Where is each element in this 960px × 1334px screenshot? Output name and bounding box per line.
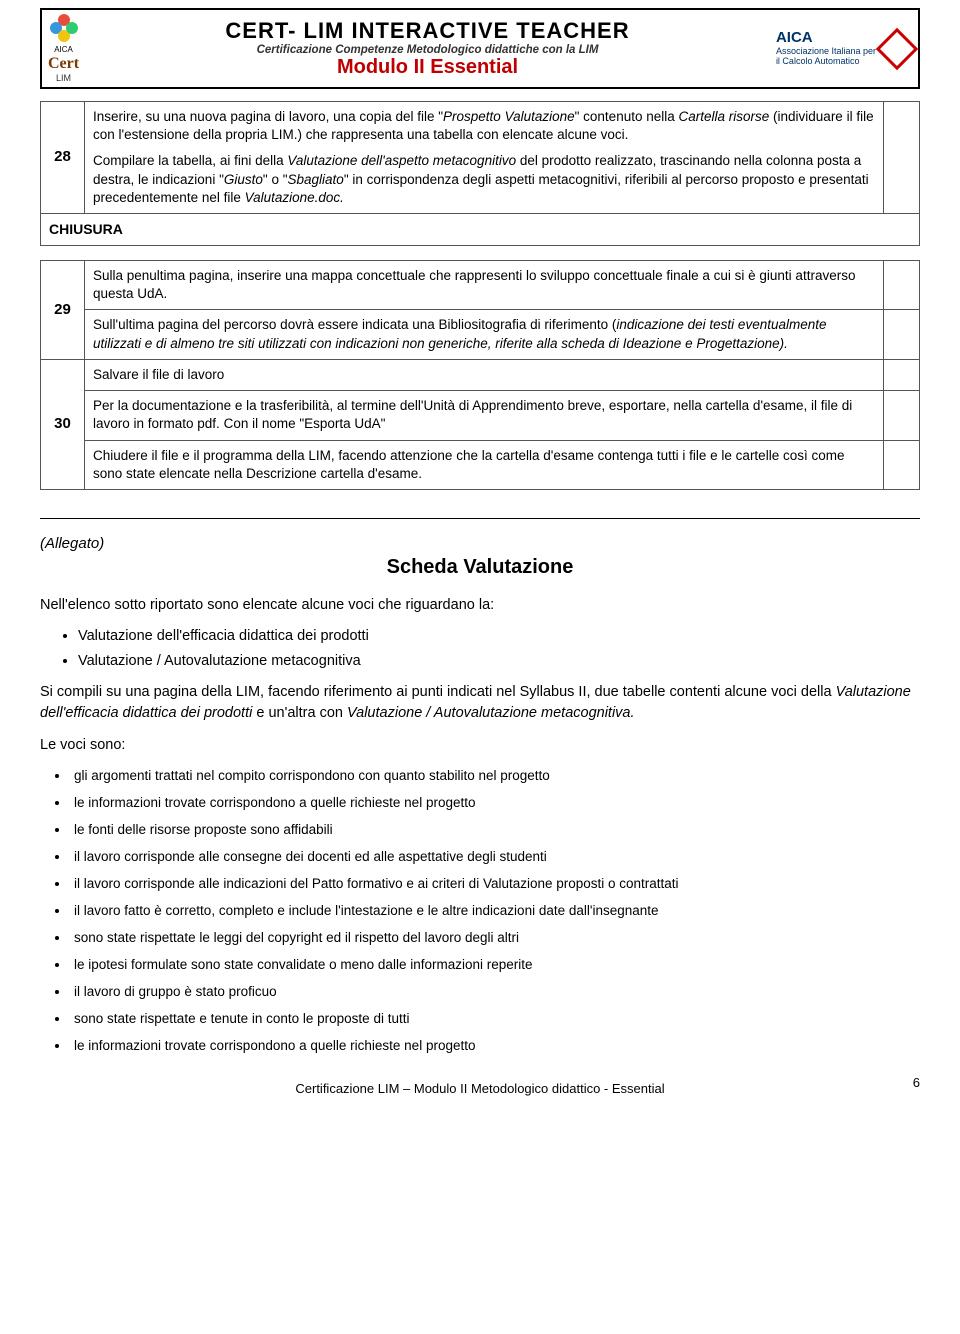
intro-bul-1: Valutazione dell'efficacia didattica dei… — [78, 626, 920, 648]
row-30-p1: Salvare il file di lavoro — [85, 359, 884, 390]
footer-text: Certificazione LIM – Modulo II Metodolog… — [295, 1081, 664, 1096]
row-30-p2: Per la documentazione e la trasferibilit… — [85, 391, 884, 440]
header-title-3: Modulo II Essential — [79, 56, 776, 79]
row-30-p3: Chiudere il file e il programma della LI… — [85, 440, 884, 489]
voce-6: il lavoro fatto è corretto, completo e i… — [70, 903, 920, 918]
row-30-check-3 — [884, 440, 920, 489]
header-title-2: Certificazione Competenze Metodologico d… — [79, 44, 776, 56]
allegato-label: (Allegato) — [40, 535, 920, 552]
row-30-check-1 — [884, 359, 920, 390]
header-banner: AICA Cert LIM CERT- LIM INTERACTIVE TEAC… — [40, 8, 920, 89]
aica-big: AICA — [776, 30, 876, 47]
voce-3: le fonti delle risorse proposte sono aff… — [70, 822, 920, 837]
voce-4: il lavoro corrisponde alle consegne dei … — [70, 849, 920, 864]
row-29-num: 29 — [41, 260, 85, 359]
voce-2: le informazioni trovate corrispondono a … — [70, 795, 920, 810]
intro-bul-2: Valutazione / Autovalutazione metacognit… — [78, 651, 920, 673]
logo-lim-text: LIM — [56, 73, 71, 83]
aica-diamond-icon — [876, 27, 918, 69]
voce-5: il lavoro corrisponde alle indicazioni d… — [70, 876, 920, 891]
scheda-title: Scheda Valutazione — [40, 556, 920, 579]
voce-10: sono state rispettate e tenute in conto … — [70, 1011, 920, 1026]
aica-line2: il Calcolo Automatico — [776, 57, 876, 67]
voce-9: il lavoro di gruppo è stato proficuo — [70, 984, 920, 999]
row-29-check-2 — [884, 310, 920, 359]
row-30-check-2 — [884, 391, 920, 440]
logo-cert-text: Cert — [48, 55, 79, 73]
row-28-check — [884, 102, 920, 214]
page-number: 6 — [913, 1075, 920, 1090]
logo-aica: AICA Associazione Italiana per il Calcol… — [776, 30, 912, 66]
row-29-check-1 — [884, 260, 920, 309]
para-2: Si compili su una pagina della LIM, face… — [40, 682, 920, 724]
row-30-num: 30 — [41, 359, 85, 489]
page-footer: 6 Certificazione LIM – Modulo II Metodol… — [40, 1081, 920, 1096]
voce-8: le ipotesi formulate sono state convalid… — [70, 957, 920, 972]
task-table-1: 28 Inserire, su una nuova pagina di lavo… — [40, 101, 920, 246]
logo-aica-small: AICA — [54, 45, 73, 54]
voce-11: le informazioni trovate corrispondono a … — [70, 1038, 920, 1053]
flower-icon — [50, 14, 78, 42]
intro-bullets: Valutazione dell'efficacia didattica dei… — [78, 626, 920, 673]
intro-para: Nell'elenco sotto riportato sono elencat… — [40, 595, 920, 616]
voci-list: gli argomenti trattati nel compito corri… — [70, 768, 920, 1053]
separator-rule — [40, 518, 920, 519]
para-3: Le voci sono: — [40, 735, 920, 756]
row-29-p2: Sull'ultima pagina del percorso dovrà es… — [85, 310, 884, 359]
chiusura-header: CHIUSURA — [41, 214, 920, 246]
voce-1: gli argomenti trattati nel compito corri… — [70, 768, 920, 783]
header-titles: CERT- LIM INTERACTIVE TEACHER Certificaz… — [79, 18, 776, 79]
header-title-1: CERT- LIM INTERACTIVE TEACHER — [79, 18, 776, 44]
row-29-p1: Sulla penultima pagina, inserire una map… — [85, 260, 884, 309]
voce-7: sono state rispettate le leggi del copyr… — [70, 930, 920, 945]
row-28-text: Inserire, su una nuova pagina di lavoro,… — [85, 102, 884, 214]
row-28-num: 28 — [41, 102, 85, 214]
logo-cert-lim: AICA Cert LIM — [48, 14, 79, 83]
task-table-2: 29 Sulla penultima pagina, inserire una … — [40, 260, 920, 490]
